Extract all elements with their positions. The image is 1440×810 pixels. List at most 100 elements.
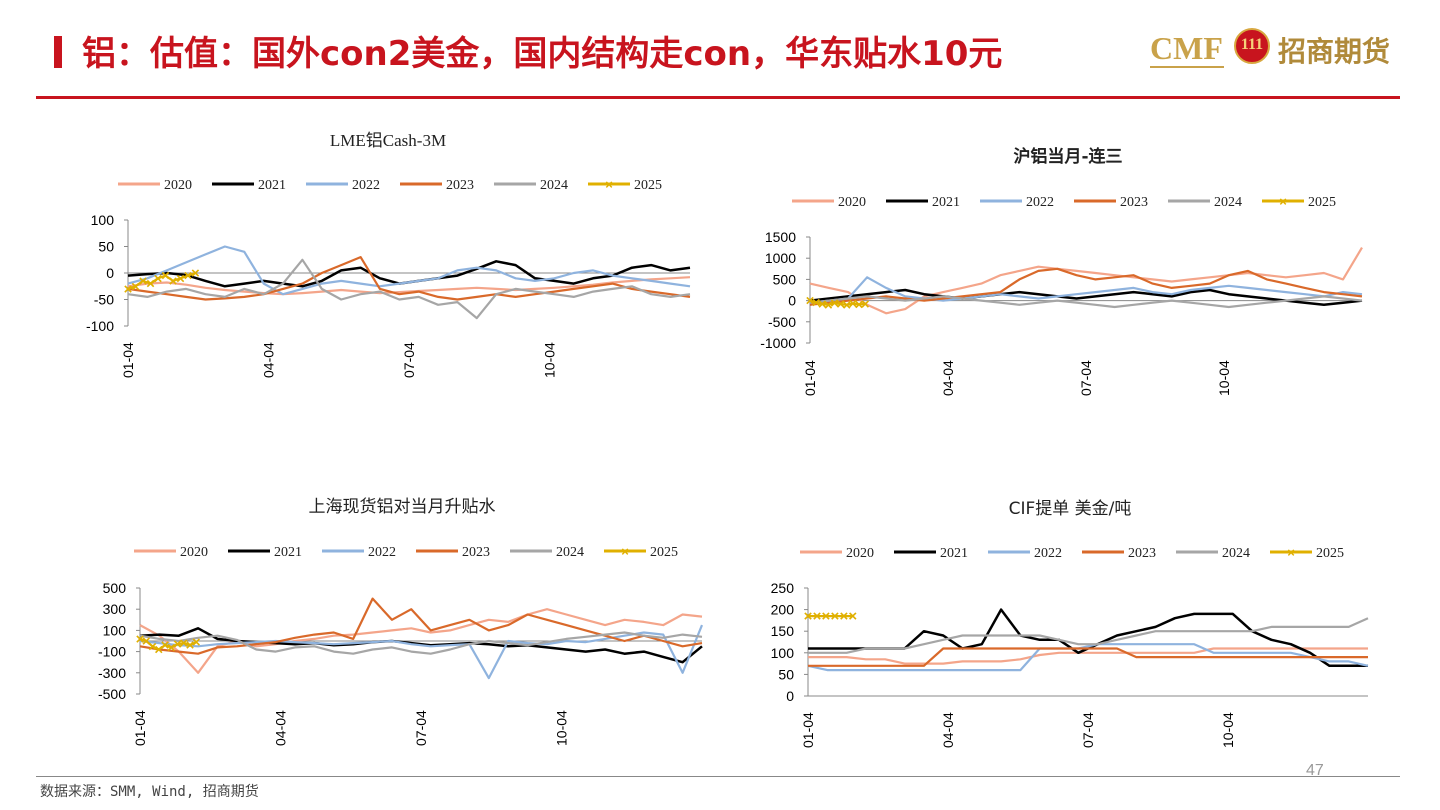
series-line-2024 [808,617,1369,654]
series-point-2025: × [154,270,163,287]
series-point-2025: × [139,273,148,290]
legend-label: 2025 [1308,195,1336,210]
series-line-2020 [127,276,691,296]
y-tick-label: -100 [98,644,126,660]
x-tick-label: 07-04 [401,342,417,378]
legend-label: 2023 [1128,546,1156,561]
legend-label: 2022 [352,178,380,193]
y-tick-label: 50 [778,666,794,682]
series-point-2025: × [812,295,821,312]
legend-label: 2021 [932,195,960,210]
title-accent-bar [54,36,62,68]
y-tick-label: -100 [86,318,114,334]
chart-title: 上海现货铝对当月升贴水 [309,497,496,517]
page-title: 铝：估值：国外con2美金，国内结构走con，华东贴水10元 [82,34,1003,74]
y-tick-label: -500 [98,686,126,702]
legend-label: 2021 [940,546,968,561]
x-tick-label: 04-04 [940,360,956,396]
series-point-2025: × [824,297,833,314]
y-tick-label: -1000 [760,335,796,351]
chart-title: 沪铝当月-连三 [1013,146,1122,167]
legend-label: 2023 [1120,195,1148,210]
series-point-2025: × [848,608,857,625]
x-tick-label: 10-04 [1220,712,1236,748]
series-point-2025: × [804,608,813,625]
header-divider [36,96,1400,99]
series-point-2025: × [191,265,200,282]
series-point-2025: × [842,297,851,314]
series-point-2025: × [167,639,176,656]
legend-marker-icon: × [605,177,613,192]
series-point-2025: × [146,276,155,293]
series-line-2022 [807,643,1369,672]
series-point-2025: × [822,608,831,625]
series-point-2025: × [861,296,870,313]
y-tick-label: 1000 [765,250,796,266]
series-point-2025: × [169,273,178,290]
y-tick-label: 100 [103,622,127,638]
series-point-2025: × [186,637,195,654]
footer-divider [36,776,1400,777]
x-tick-label: 10-04 [554,710,570,746]
series-point-2025: × [154,641,163,658]
legend-label: 2024 [556,545,584,560]
x-tick-label: 10-04 [542,342,558,378]
x-tick-label: 07-04 [1078,360,1094,396]
legend-label: 2023 [446,178,474,193]
legend-label: 2020 [846,546,874,561]
logo-latin: CMF [1150,30,1223,66]
x-tick-label: 07-04 [1080,712,1096,748]
legend-label: 2020 [180,545,208,560]
y-tick-label: -50 [94,292,114,308]
series-line-2024 [809,295,1363,309]
series-line-2025 [139,637,197,651]
data-source: 数据来源：SMM, Wind, 招商期货 [40,784,259,800]
series-point-2025: × [849,296,858,313]
series-point-2025: × [184,268,193,285]
legend-label: 2021 [258,178,286,193]
series-point-2025: × [179,635,188,652]
series-point-2025: × [806,293,815,310]
series-line-2020 [808,647,1368,665]
series-point-2025: × [124,281,133,298]
legend-marker-icon: × [1287,545,1295,560]
y-tick-label: 150 [771,623,795,639]
x-tick-label: 01-04 [802,360,818,396]
series-point-2025: × [830,295,839,312]
series-line-2023 [139,597,703,655]
y-tick-label: 100 [91,212,115,228]
x-tick-label: 07-04 [413,710,429,746]
series-point-2025: × [855,296,864,313]
y-tick-label: 500 [103,580,127,596]
y-tick-label: 300 [103,601,127,617]
series-point-2025: × [836,296,845,313]
y-tick-label: 1500 [765,229,796,245]
series-point-2025: × [839,608,848,625]
x-tick-label: 04-04 [940,712,956,748]
legend-label: 2025 [634,178,662,193]
chart-3: 上海现货铝对当月升贴水 2020 2021 2022 2023 2024 × 2025 500 3… [98,497,704,746]
x-tick-label: 10-04 [1216,360,1232,396]
legend-label: 2020 [838,195,866,210]
series-point-2025: × [818,296,827,313]
series-line-2022 [139,624,704,680]
series-point-2025: × [830,608,839,625]
y-tick-label: 250 [771,580,795,596]
legend-marker-icon: × [1279,194,1287,209]
logo-emblem-icon: 111 [1234,28,1270,64]
series-line-2024 [139,631,703,655]
legend-label: 2020 [164,178,192,193]
series-point-2025: × [142,633,151,650]
series-line-2023 [808,647,1368,667]
legend-label: 2025 [650,545,678,560]
x-tick-label: 01-04 [120,342,136,378]
legend-label: 2022 [1034,546,1062,561]
x-tick-label: 01-04 [132,710,148,746]
y-tick-label: -300 [98,665,126,681]
legend-label: 2024 [540,178,568,193]
legend-label: 2022 [1026,195,1054,210]
series-point-2025: × [131,278,140,295]
cmf-logo: CMF 111 招商期货 [1150,24,1400,68]
series-point-2025: × [161,637,170,654]
